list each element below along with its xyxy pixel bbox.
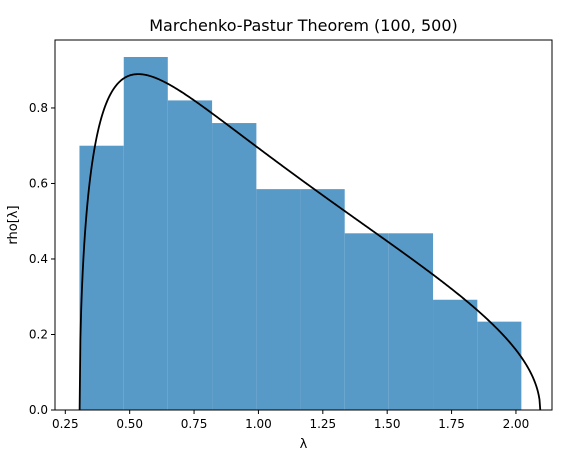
x-tick-label: 0.25 — [52, 417, 79, 431]
x-tick-label: 1.50 — [374, 417, 401, 431]
histogram-bar — [388, 233, 434, 410]
y-axis-label: rho[λ] — [6, 205, 21, 244]
x-axis-label: λ — [300, 437, 308, 452]
histogram-bar — [477, 321, 522, 410]
x-tick-label: 1.00 — [245, 417, 272, 431]
chart-title: Marchenko-Pastur Theorem (100, 500) — [149, 16, 457, 35]
y-tick-label: 0.8 — [29, 101, 48, 115]
histogram-bar — [300, 189, 345, 410]
x-tick-label: 0.50 — [116, 417, 143, 431]
y-tick-label: 0.4 — [29, 252, 48, 266]
x-tick-label: 1.25 — [309, 417, 336, 431]
histogram-bar — [433, 299, 478, 410]
histogram-bar — [344, 233, 389, 410]
y-axis-ticks: 0.0 0.2 0.4 0.6 0.8 — [29, 101, 55, 417]
histogram-bar — [79, 145, 124, 410]
density-curve — [78, 73, 542, 411]
x-axis-ticks: 0.25 0.50 0.75 1.00 1.25 1.50 1.75 2.00 — [52, 410, 529, 431]
x-tick-label: 0.75 — [181, 417, 208, 431]
y-tick-label: 0.0 — [29, 403, 48, 417]
y-tick-label: 0.2 — [29, 327, 48, 341]
histogram-bar — [256, 189, 301, 410]
x-tick-label: 1.75 — [438, 417, 465, 431]
y-tick-label: 0.6 — [29, 176, 48, 190]
x-tick-label: 2.00 — [503, 417, 530, 431]
plot-frame — [54, 39, 553, 411]
histogram-bar — [167, 100, 213, 410]
histogram-bar — [123, 56, 168, 410]
histogram-bars — [79, 56, 522, 411]
histogram-bar — [212, 123, 257, 411]
